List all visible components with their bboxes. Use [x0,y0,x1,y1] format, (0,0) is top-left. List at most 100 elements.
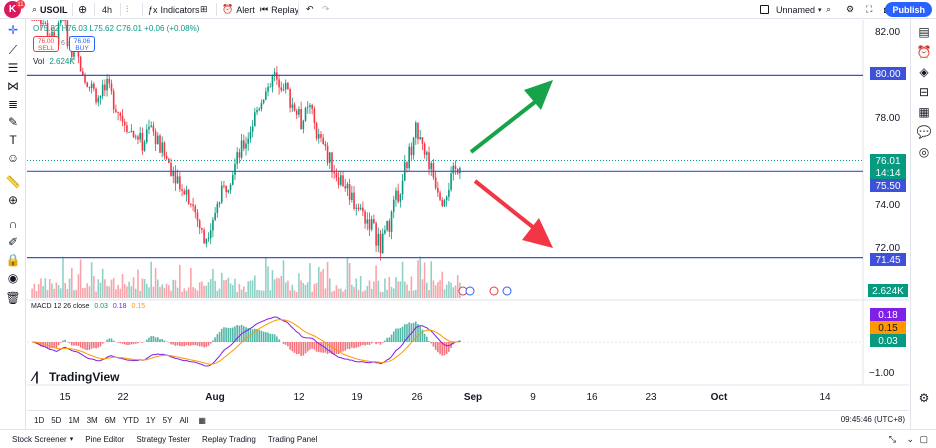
watchlist-icon[interactable]: ▤ [918,25,930,39]
layout-button[interactable]: Unnamed ▾ [760,2,822,17]
settings-small-icon[interactable]: ⚙ [918,391,930,405]
quick-search-button[interactable]: ⌕ [826,2,831,17]
timezone-label[interactable]: 09:45:46 (UTC+8) [840,415,905,424]
chevron-down-icon[interactable]: ⌄ [906,434,914,444]
calendar-icon[interactable]: ▦ [918,105,930,119]
layers-icon[interactable]: ◈ [919,65,929,79]
indicators-button[interactable]: ƒx Indicators [148,4,200,15]
volume-bar [355,278,358,298]
magnet-icon[interactable]: ∩ [8,217,18,231]
redo-button[interactable]: ↷ [322,2,330,17]
chart-type-button[interactable]: ⫶ [126,2,128,17]
templates-button[interactable]: ⊞ [200,2,208,17]
candle-body [355,207,358,209]
candle-body [304,107,307,121]
range-5y[interactable]: 5Y [162,415,173,425]
macd-histogram-bar [161,339,164,342]
interval-button[interactable]: 4h [102,4,113,15]
volume-bar [397,281,399,298]
tab-trading-panel[interactable]: Trading Panel [267,434,318,444]
brush-icon[interactable]: ✎ [7,115,19,129]
trash-icon[interactable]: 🗑 [5,291,21,305]
ideas-icon[interactable]: 💬 [916,125,932,139]
fullscreen-button[interactable]: ⛶ [866,2,872,17]
maximize-icon[interactable]: ▢ [919,434,928,444]
candle-body [324,143,327,146]
volume-bar [430,261,433,298]
macd-histogram-bar [148,337,150,342]
price-chart[interactable]: ⁄| TradingView 82.00 78.00 74.00 72.00 −… [27,1,909,410]
notifications-icon[interactable]: ◎ [918,145,930,159]
settings-button[interactable]: ⚙ [846,2,854,17]
candle-body [161,142,164,153]
alert-button[interactable]: ⏰ Alert [222,4,255,15]
collapse-icon[interactable]: ⤡ [888,434,896,444]
candle-body [392,199,395,212]
ruler-icon[interactable]: 📏 [5,175,21,189]
candle-body [417,122,419,140]
publish-button[interactable]: Publish [885,2,932,17]
volume-bar [448,281,450,298]
chart-area[interactable]: ⁄| TradingView 82.00 78.00 74.00 72.00 −… [27,1,909,410]
data-window-icon[interactable]: ⊟ [918,85,930,99]
candle-body [333,172,336,174]
range-all[interactable]: All [179,415,189,425]
buy-button[interactable]: 76.06 BUY [69,36,95,52]
crosshair-icon[interactable]: ✛ [7,23,19,37]
tab-strategy-tester[interactable]: Strategy Tester [136,434,191,444]
trend-line-icon[interactable]: ⟋ [8,43,18,57]
alarm-clock-icon[interactable]: ⏰ [916,45,932,59]
compare-button[interactable]: ⊕ [78,2,87,17]
range-1y[interactable]: 1Y [145,415,156,425]
replay-button[interactable]: ⏮ Replay [260,4,300,15]
tab-pine-editor[interactable]: Pine Editor [85,434,125,444]
tab-replay-trading[interactable]: Replay Trading [202,434,256,444]
candle-body [437,187,439,193]
candle-body [181,189,183,191]
volume-bar [306,282,309,298]
macd-histogram-bar [40,342,42,347]
tab-stock-screener[interactable]: Stock Screener ▾ [12,434,74,444]
price-axis[interactable]: 82.00 78.00 74.00 72.00 −1.00 [869,27,900,379]
volume-bar [242,286,245,298]
redo-icon: ↷ [322,4,330,14]
candle-body [44,23,47,24]
volume-bar [161,284,164,298]
go-to-date-icon[interactable]: ▦ [198,415,206,425]
range-5d[interactable]: 5D [51,415,62,425]
sell-button[interactable]: 76.00 SELL [33,36,59,52]
volume-bar [192,286,194,298]
lock-icon[interactable]: 🔒 [5,253,21,267]
undo-button[interactable]: ↶ [306,2,314,17]
fib-icon[interactable]: ≣ [7,97,19,111]
time-tick: Aug [205,392,224,403]
range-ytd[interactable]: YTD [122,415,139,425]
range-3m[interactable]: 3M [86,415,98,425]
text-icon[interactable]: T [9,133,17,147]
eye-icon[interactable]: ◉ [7,271,19,285]
candle-body [280,87,283,91]
symbol-search-button[interactable]: ⌕ USOIL [32,2,68,17]
candle-body [148,126,150,130]
macd-histogram-bar [86,342,89,351]
horizontal-levels [27,74,863,259]
volume-bar [439,280,441,298]
candle-body [152,125,155,132]
candle-body [64,20,66,21]
volume-bar [64,283,66,298]
range-1d[interactable]: 1D [34,415,45,425]
pitchfork-icon[interactable]: ⋈ [7,79,19,93]
volume-bar [262,290,265,298]
emoji-icon[interactable]: ☺ [6,151,20,165]
lock-drawing-icon[interactable]: ✐ [7,235,19,249]
zoom-in-icon[interactable]: ⊕ [7,193,19,207]
range-1m[interactable]: 1M [68,415,80,425]
macd-histogram-bar [412,322,415,342]
macd-histogram-bar [93,342,95,348]
macd-histogram-bar [196,342,199,346]
macd-histogram-bar [375,342,377,345]
range-6m[interactable]: 6M [104,415,116,425]
horizontal-lines-icon[interactable]: ☰ [7,61,19,75]
candle-body [214,212,216,220]
time-axis[interactable]: 15 22 Aug 12 19 26 Sep 9 16 23 Oct 14 [59,392,831,403]
